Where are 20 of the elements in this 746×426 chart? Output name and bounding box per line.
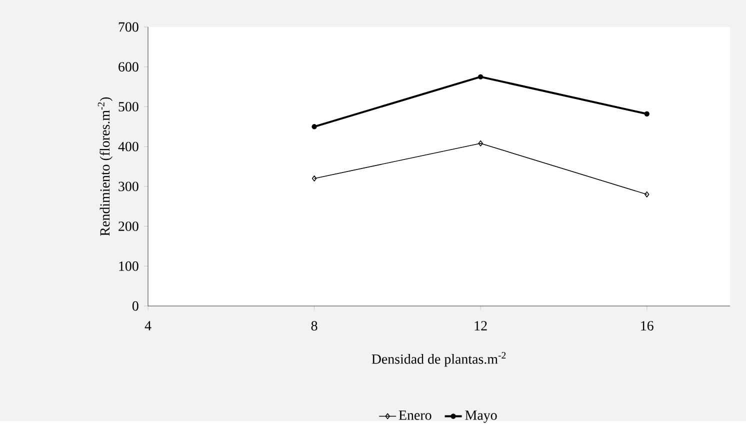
legend-label: Mayo [465, 410, 497, 423]
point [478, 74, 484, 80]
y-tick-label: 100 [119, 262, 138, 271]
y-tick-label: 700 [118, 22, 138, 32]
y-tick-label: 600 [118, 62, 138, 72]
legend-label: Enero [398, 410, 432, 420]
x-tick-label: 8 [311, 321, 318, 331]
x-tick-label: 16 [641, 321, 654, 331]
point [312, 124, 317, 130]
x-axis-title: Densidad de plantas.m$^{-2}$ [372, 352, 506, 367]
y-tick-label: 400 [118, 142, 138, 152]
y-tick-label: 500 [118, 102, 138, 112]
y-tick-label: 200 [118, 222, 138, 232]
x-tick-label: 4 [144, 321, 152, 330]
y-axis-title: Rendimiento (flores.m$^{-2}$) [98, 97, 112, 236]
y-tick-label: 0 [132, 301, 138, 311]
point [644, 111, 650, 117]
y-tick-label: 300 [118, 182, 138, 192]
point [478, 140, 483, 146]
x-tick-label: 12 [474, 321, 487, 330]
